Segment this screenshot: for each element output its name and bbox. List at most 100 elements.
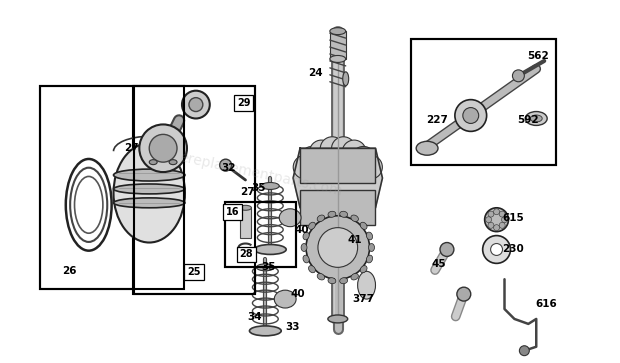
Circle shape [499, 211, 505, 217]
Ellipse shape [303, 232, 309, 240]
Ellipse shape [113, 143, 185, 242]
Circle shape [520, 346, 529, 356]
Ellipse shape [309, 266, 316, 273]
Bar [330, 31, 346, 59]
Ellipse shape [113, 198, 185, 208]
Ellipse shape [340, 278, 348, 284]
Circle shape [321, 137, 344, 160]
Text: 32: 32 [221, 163, 236, 173]
Ellipse shape [351, 215, 358, 221]
Circle shape [488, 223, 494, 228]
Ellipse shape [249, 326, 281, 336]
Circle shape [293, 155, 317, 179]
Text: 45: 45 [432, 259, 446, 269]
Circle shape [463, 107, 479, 123]
Circle shape [488, 211, 494, 217]
Circle shape [457, 287, 471, 301]
Ellipse shape [274, 290, 296, 308]
Circle shape [352, 146, 375, 170]
Ellipse shape [351, 273, 358, 280]
Text: 562: 562 [528, 51, 549, 61]
Ellipse shape [149, 160, 157, 165]
Text: 29: 29 [237, 98, 250, 107]
Circle shape [494, 209, 500, 215]
Circle shape [309, 140, 334, 164]
Circle shape [485, 208, 508, 232]
Circle shape [358, 155, 383, 179]
Ellipse shape [262, 183, 279, 189]
Text: 227: 227 [426, 115, 448, 126]
Ellipse shape [169, 160, 177, 165]
Circle shape [513, 70, 525, 82]
Circle shape [482, 236, 510, 264]
Text: 615: 615 [503, 213, 525, 223]
Circle shape [219, 159, 232, 171]
Ellipse shape [309, 222, 316, 229]
Text: 27: 27 [124, 143, 139, 153]
Circle shape [490, 244, 503, 256]
Bar [411, 39, 556, 165]
Bar [135, 86, 255, 294]
Circle shape [342, 140, 366, 164]
Text: 230: 230 [503, 244, 525, 254]
Bar [40, 86, 184, 289]
Text: 377: 377 [353, 294, 374, 304]
Ellipse shape [257, 264, 274, 271]
Bar [239, 208, 252, 237]
Polygon shape [293, 148, 383, 208]
Circle shape [494, 225, 500, 231]
Text: 40: 40 [291, 289, 306, 299]
Text: 40: 40 [294, 225, 309, 234]
Circle shape [485, 217, 492, 223]
Text: 28: 28 [240, 249, 254, 260]
Ellipse shape [343, 72, 348, 86]
Ellipse shape [317, 273, 325, 280]
Ellipse shape [358, 271, 376, 299]
Circle shape [455, 99, 487, 131]
Ellipse shape [301, 244, 307, 252]
Circle shape [306, 216, 370, 279]
Ellipse shape [328, 278, 336, 284]
Text: 592: 592 [518, 115, 539, 126]
Bar [411, 39, 556, 165]
Ellipse shape [368, 244, 374, 252]
Text: 35: 35 [261, 262, 275, 272]
Text: 26: 26 [63, 266, 77, 276]
Ellipse shape [330, 28, 346, 34]
Ellipse shape [416, 141, 438, 155]
Circle shape [149, 134, 177, 162]
Ellipse shape [239, 205, 252, 210]
Text: 34: 34 [247, 312, 262, 322]
Circle shape [140, 125, 187, 172]
Ellipse shape [113, 184, 185, 194]
Bar [300, 148, 376, 183]
Ellipse shape [530, 115, 542, 122]
Ellipse shape [340, 211, 348, 217]
Ellipse shape [303, 255, 309, 263]
Ellipse shape [366, 255, 373, 263]
Ellipse shape [317, 215, 325, 221]
Circle shape [332, 137, 355, 160]
Bar [133, 86, 255, 294]
Text: 35: 35 [251, 183, 265, 193]
Ellipse shape [330, 56, 346, 62]
Ellipse shape [113, 169, 185, 181]
Circle shape [499, 223, 505, 228]
Text: 33: 33 [285, 322, 299, 332]
Ellipse shape [366, 232, 373, 240]
Bar [224, 202, 296, 267]
Text: 24: 24 [308, 68, 322, 78]
Bar [300, 190, 376, 225]
Circle shape [300, 146, 324, 170]
Circle shape [440, 242, 454, 256]
Text: 616: 616 [535, 299, 557, 309]
Text: 41: 41 [347, 234, 362, 245]
Ellipse shape [254, 245, 286, 254]
Circle shape [502, 217, 508, 223]
Text: 27: 27 [240, 187, 255, 197]
Ellipse shape [360, 266, 367, 273]
Ellipse shape [328, 211, 336, 217]
Bar [40, 86, 184, 289]
Circle shape [318, 228, 358, 267]
Text: ereplacementparts.com: ereplacementparts.com [178, 150, 343, 199]
